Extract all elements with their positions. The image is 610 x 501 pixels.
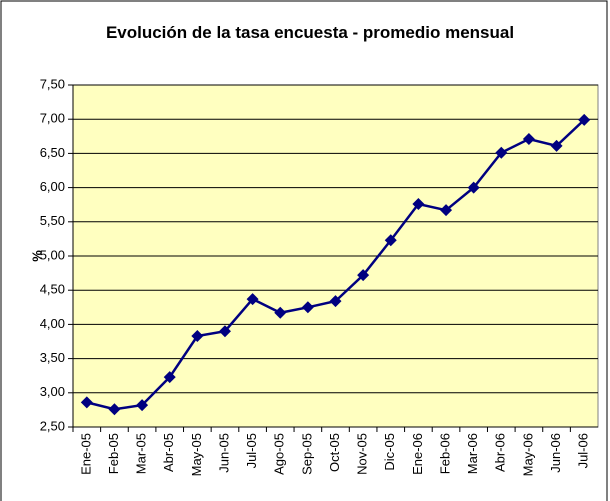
x-tick-label: Jun-06 bbox=[548, 433, 563, 473]
x-tick-label: Jul-06 bbox=[576, 433, 591, 468]
data-point bbox=[550, 139, 563, 152]
y-tick-label: 6,00 bbox=[40, 179, 65, 194]
x-tick-label: Mar-05 bbox=[134, 433, 149, 474]
y-tick-label: 5,00 bbox=[40, 247, 65, 262]
x-tick-label: Ene-05 bbox=[78, 433, 93, 475]
x-tick-label: Abr-06 bbox=[493, 433, 508, 472]
data-point bbox=[329, 295, 342, 308]
y-tick-label: 2,50 bbox=[40, 418, 65, 433]
x-tick-label: Oct-05 bbox=[327, 433, 342, 472]
x-tick-label: Ago-05 bbox=[272, 433, 287, 475]
x-tick-label: Sep-05 bbox=[299, 433, 314, 475]
x-tick-label: Feb-06 bbox=[437, 433, 452, 474]
data-point bbox=[467, 181, 480, 194]
data-point bbox=[108, 403, 121, 416]
data-point bbox=[301, 301, 314, 314]
data-point bbox=[80, 396, 93, 409]
x-tick-label: Mar-06 bbox=[465, 433, 480, 474]
data-point bbox=[412, 198, 425, 211]
y-tick-label: 6,50 bbox=[40, 145, 65, 160]
y-tick-label: 3,50 bbox=[40, 350, 65, 365]
x-tick-label: Dic-05 bbox=[382, 433, 397, 471]
y-tick-label: 7,50 bbox=[40, 76, 65, 91]
y-tick-label: 5,50 bbox=[40, 213, 65, 228]
y-tick-label: 4,50 bbox=[40, 282, 65, 297]
data-point bbox=[522, 133, 535, 146]
x-tick-label: May-05 bbox=[189, 433, 204, 476]
data-point bbox=[163, 371, 176, 384]
x-tick-label: Feb-05 bbox=[106, 433, 121, 474]
data-point bbox=[384, 234, 397, 247]
x-tick-label: Abr-05 bbox=[161, 433, 176, 472]
y-tick-label: 7,00 bbox=[40, 111, 65, 126]
data-point bbox=[357, 269, 370, 282]
data-point bbox=[274, 306, 287, 319]
data-point bbox=[495, 146, 508, 159]
x-tick-label: May-06 bbox=[520, 433, 535, 476]
data-point bbox=[218, 325, 231, 338]
x-tick-label: Nov-05 bbox=[355, 433, 370, 475]
y-tick-label: 3,00 bbox=[40, 384, 65, 399]
x-tick-label: Jun-05 bbox=[216, 433, 231, 473]
data-point bbox=[578, 113, 591, 126]
x-tick-label: Jul-05 bbox=[244, 433, 259, 468]
data-point bbox=[246, 293, 259, 306]
data-point bbox=[136, 399, 149, 412]
data-point bbox=[191, 330, 204, 343]
y-tick-label: 4,00 bbox=[40, 316, 65, 331]
x-tick-label: Ene-06 bbox=[410, 433, 425, 475]
data-point bbox=[440, 204, 453, 217]
y-axis-label: % bbox=[29, 250, 44, 262]
chart-title: Evolución de la tasa encuesta - promedio… bbox=[105, 23, 515, 42]
